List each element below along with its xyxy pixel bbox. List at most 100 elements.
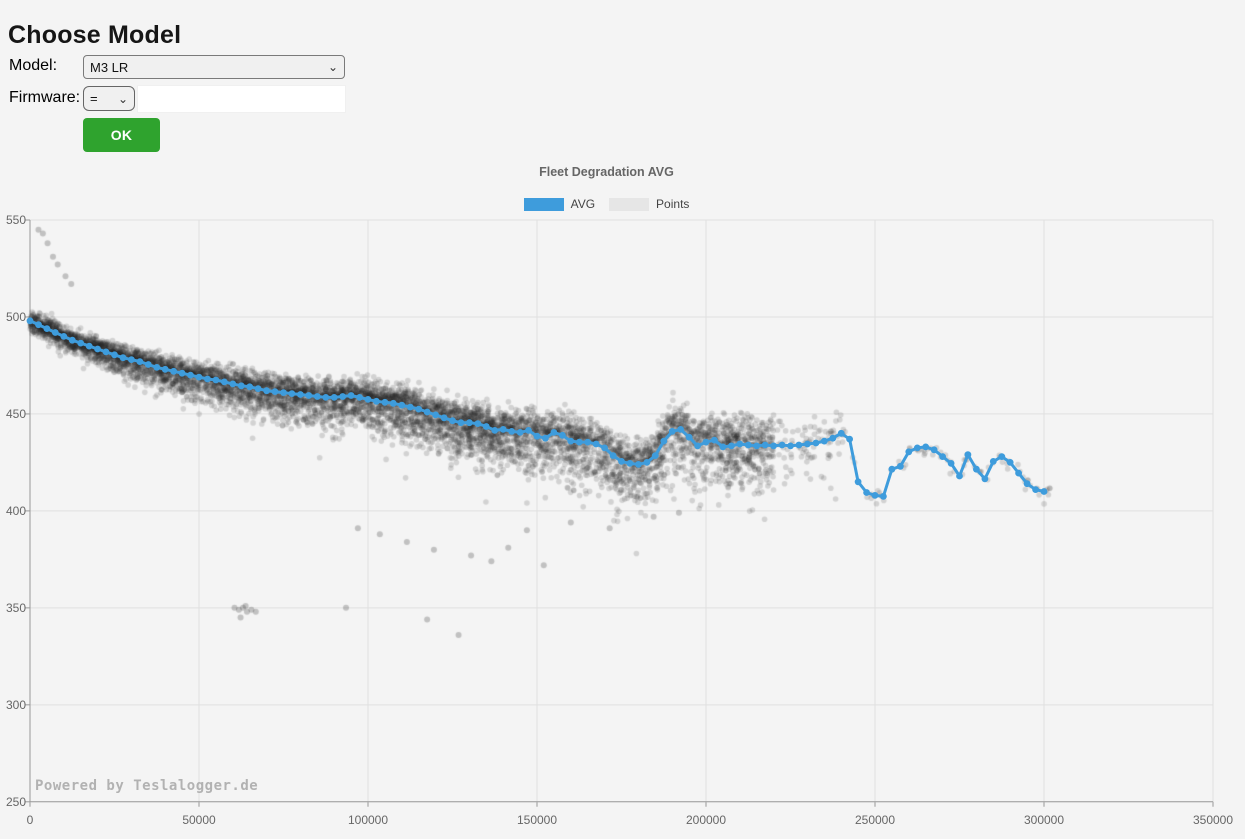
avg-point-marker <box>601 444 608 452</box>
avg-point-marker <box>187 371 194 379</box>
avg-point-marker <box>871 492 879 499</box>
x-tick-label: 250000 <box>854 812 896 827</box>
watermark: Powered by Teslalogger.de <box>35 778 259 794</box>
avg-point-marker <box>897 462 904 470</box>
avg-point-marker <box>711 436 718 444</box>
chevron-down-icon: ⌄ <box>117 91 128 106</box>
avg-point-marker <box>533 432 541 440</box>
avg-point-marker <box>728 442 735 450</box>
avg-point-marker <box>51 329 59 336</box>
avg-point-marker <box>178 369 186 377</box>
avg-point-marker <box>880 493 887 500</box>
x-tick-label: 200000 <box>685 812 727 827</box>
x-tick-label: 300000 <box>1023 812 1065 827</box>
model-label: Model: <box>9 57 58 74</box>
avg-point-marker <box>837 429 845 437</box>
avg-point-marker <box>525 427 532 434</box>
avg-point-marker <box>609 452 617 459</box>
avg-point-marker <box>804 440 811 448</box>
avg-point-marker <box>947 460 955 467</box>
avg-point-marker <box>389 399 397 407</box>
avg-point-marker <box>373 397 380 405</box>
avg-point-marker <box>499 426 507 433</box>
avg-point-marker <box>212 376 220 384</box>
legend-item-points: Points <box>609 197 689 211</box>
avg-point-marker <box>271 388 279 395</box>
avg-legend-swatch <box>523 197 564 211</box>
y-tick-label: 500 <box>5 309 26 324</box>
avg-point-marker <box>1040 488 1048 495</box>
avg-point-marker <box>905 448 913 456</box>
avg-point-marker <box>930 446 938 454</box>
model-select-value: M3 LR <box>90 59 129 75</box>
avg-point-marker <box>939 453 946 460</box>
avg-point-marker <box>347 392 355 399</box>
avg-point-marker <box>305 392 313 399</box>
firmware-operator-select[interactable]: = ⌄ <box>83 86 135 111</box>
avg-point-marker <box>592 440 600 448</box>
avg-point-marker <box>542 434 549 442</box>
avg-point-marker <box>677 426 684 433</box>
avg-point-marker <box>753 442 761 450</box>
avg-point-marker <box>846 435 853 443</box>
firmware-input[interactable] <box>137 85 346 113</box>
avg-point-marker <box>744 441 752 449</box>
avg-point-marker <box>956 472 963 480</box>
avg-point-marker <box>398 401 406 409</box>
avg-point-marker <box>322 394 330 401</box>
points-legend-swatch <box>609 197 650 211</box>
avg-point-marker <box>1023 480 1031 488</box>
legend-item-avg: AVG <box>523 197 595 211</box>
avg-point-marker <box>491 427 499 434</box>
points-legend-label: Points <box>656 197 690 211</box>
avg-point-marker <box>77 339 85 347</box>
avg-point-marker <box>660 437 668 445</box>
avg-point-marker <box>254 385 262 393</box>
avg-point-marker <box>330 394 338 401</box>
firmware-label: Firmware: <box>9 89 81 106</box>
avg-point-marker <box>229 380 237 388</box>
avg-point-marker <box>415 405 423 413</box>
avg-point-marker <box>136 358 144 365</box>
avg-point-marker <box>989 458 997 465</box>
avg-point-marker <box>913 444 921 452</box>
avg-point-marker <box>119 354 127 362</box>
avg-point-marker <box>381 398 389 406</box>
avg-point-marker <box>449 417 456 425</box>
avg-point-marker <box>829 434 837 442</box>
avg-point-marker <box>457 419 465 427</box>
avg-point-marker <box>922 443 930 451</box>
avg-point-marker <box>102 348 110 356</box>
degradation-chart: 550 500 450 400 350 300 250 0 50000 100000 150000… <box>0 213 1245 839</box>
avg-point-marker <box>812 439 820 447</box>
avg-point-marker <box>888 465 896 473</box>
avg-point-marker <box>474 420 482 427</box>
avg-point-marker <box>1015 469 1022 477</box>
avg-point-marker <box>432 411 439 419</box>
avg-point-marker <box>356 394 363 401</box>
model-select[interactable]: M3 LR ⌄ <box>83 55 345 79</box>
avg-point-marker <box>26 317 34 325</box>
avg-point-marker <box>246 383 254 391</box>
avg-point-marker <box>170 367 178 375</box>
avg-point-marker <box>770 442 777 450</box>
avg-point-marker <box>719 443 727 451</box>
avg-point-marker <box>68 336 76 344</box>
scatter-points-layer <box>0 215 1245 839</box>
avg-point-marker <box>981 475 989 483</box>
avg-point-marker <box>60 333 68 340</box>
x-tick-label: 50000 <box>182 812 216 827</box>
avg-point-marker <box>567 437 575 445</box>
chevron-down-icon: ⌄ <box>327 60 338 74</box>
avg-point-marker <box>161 365 169 373</box>
avg-line-layer <box>26 317 1048 500</box>
avg-point-marker <box>313 393 321 400</box>
ok-button[interactable]: OK <box>83 118 160 152</box>
avg-point-marker <box>998 453 1006 460</box>
y-tick-label: 250 <box>5 794 26 809</box>
avg-point-marker <box>466 419 473 427</box>
avg-point-marker <box>964 451 972 459</box>
avg-point-marker <box>144 361 152 368</box>
avg-point-marker <box>111 351 118 359</box>
avg-point-marker <box>694 442 701 450</box>
